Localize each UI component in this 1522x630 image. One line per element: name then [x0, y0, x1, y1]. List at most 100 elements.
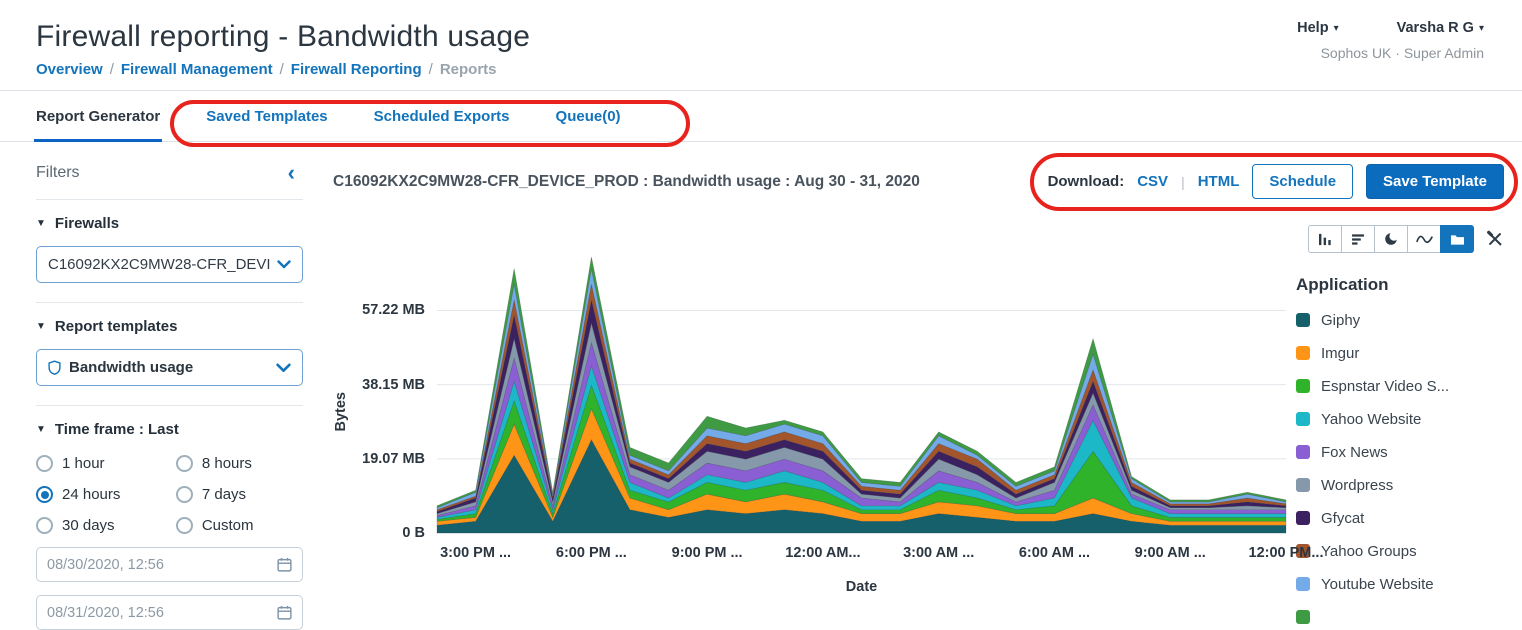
legend-label: Youtube Website	[1321, 575, 1434, 593]
filters-panel: Filters ‹ ▼ Firewalls C16092KX2C9MW28-CF…	[36, 142, 303, 630]
chart-plot-area[interactable]	[437, 253, 1286, 533]
column-chart-icon[interactable]	[1308, 225, 1342, 253]
pie-chart-icon[interactable]	[1374, 225, 1408, 253]
date-from-value: 08/30/2020, 12:56	[47, 556, 164, 573]
x-tick-label: 3:00 AM ...	[903, 545, 975, 561]
breadcrumb-firewall-management[interactable]: Firewall Management	[120, 61, 273, 78]
legend-label: Yahoo Groups	[1321, 542, 1417, 560]
report-header: C16092KX2C9MW28-CFR_DEVICE_PROD : Bandwi…	[333, 164, 1504, 199]
legend-item-yahoo-website[interactable]: Yahoo Website	[1296, 409, 1504, 429]
x-tick-label: 12:00 AM...	[785, 545, 861, 561]
radio-custom[interactable]: Custom	[175, 517, 303, 534]
tab-queue-0[interactable]: Queue(0)	[555, 107, 621, 125]
legend-label: Espnstar Video S...	[1321, 377, 1450, 395]
radio-30-days[interactable]: 30 days	[36, 517, 176, 534]
chart-section: Bytes 0 B 19.07 MB 38.15 MB 57.22 MB 3:00 P…	[333, 223, 1504, 630]
tab-scheduled-exports[interactable]: Scheduled Exports	[373, 107, 510, 125]
legend-swatch-icon	[1296, 346, 1310, 360]
tab-saved-templates[interactable]: Saved Templates	[206, 107, 328, 125]
firewalls-section-toggle[interactable]: ▼ Firewalls	[36, 215, 120, 232]
legend-item-gfycat[interactable]: Gfycat	[1296, 508, 1504, 528]
x-tick-label: 9:00 PM ...	[671, 545, 743, 561]
legend-swatch-icon	[1296, 445, 1310, 459]
radio-button-icon	[175, 455, 193, 472]
save-template-button[interactable]: Save Template	[1366, 164, 1504, 199]
download-html-link[interactable]: HTML	[1197, 173, 1240, 190]
chevron-down-icon: ▾	[1478, 23, 1484, 34]
title-block: Firewall reporting - Bandwidth usage Ove…	[36, 20, 530, 78]
account-info: Sophos UK · Super Admin	[1320, 45, 1484, 61]
x-tick-label: 12:00 PM...	[1248, 545, 1324, 561]
horizontal-bar-chart-icon[interactable]	[1341, 225, 1375, 253]
firewalls-select[interactable]: C16092KX2C9MW28-CFR_DEVI	[36, 246, 303, 283]
content: Filters ‹ ▼ Firewalls C16092KX2C9MW28-CF…	[0, 142, 1522, 630]
y-tick-label: 19.07 MB	[362, 450, 425, 467]
legend-swatch-icon	[1296, 610, 1310, 624]
collapse-panel-icon[interactable]: ‹	[287, 160, 295, 185]
radio-24-hours[interactable]: 24 hours	[36, 486, 176, 503]
date-to-value: 08/31/2020, 12:56	[47, 604, 164, 621]
y-tick-label: 57.22 MB	[362, 302, 425, 319]
area-series-espnstar-video-s	[437, 385, 1286, 521]
legend-item-espnstar-video-s[interactable]: Espnstar Video S...	[1296, 376, 1504, 396]
radio-label: 1 hour	[62, 455, 105, 472]
radio-8-hours[interactable]: 8 hours	[175, 455, 303, 472]
legend-item-yahoo-groups[interactable]: Yahoo Groups	[1296, 541, 1504, 561]
stacked-area-chart-icon[interactable]	[1440, 225, 1474, 253]
date-from-input[interactable]: 08/30/2020, 12:56	[36, 547, 303, 582]
chart-type-button-group	[1308, 225, 1474, 253]
radio-label: 30 days	[62, 517, 115, 534]
chevron-down-icon	[276, 363, 291, 372]
line-chart-icon[interactable]	[1407, 225, 1441, 253]
y-axis-title: Bytes	[333, 391, 349, 432]
download-csv-link[interactable]: CSV	[1137, 173, 1169, 190]
legend-label: Yahoo Website	[1321, 410, 1422, 428]
radio-7-days[interactable]: 7 days	[175, 486, 303, 503]
timeframe-options: 1 hour 8 hours 24 hours 7 days 30 days Custom	[36, 455, 303, 534]
legend: Giphy Imgur Espnstar Video S... Yahoo Websi…	[1296, 310, 1504, 627]
radio-label: 7 days	[201, 486, 247, 503]
breadcrumb: Overview / Firewall Management / Firewall Re…	[36, 61, 530, 78]
report-templates-section: ▼ Report templates Bandwidth usage	[36, 302, 303, 405]
legend-swatch-icon	[1296, 577, 1310, 591]
schedule-button[interactable]: Schedule	[1252, 164, 1354, 199]
legend-item-giphy[interactable]: Giphy	[1296, 310, 1504, 330]
breadcrumb-overview[interactable]: Overview	[36, 61, 103, 78]
legend-item-fox-news[interactable]: Fox News	[1296, 442, 1504, 462]
link-divider: |	[1181, 173, 1185, 190]
legend-item-youtube-website[interactable]: Youtube Website	[1296, 574, 1504, 594]
area-series-imgur	[437, 409, 1286, 526]
breadcrumb-separator: /	[428, 61, 433, 78]
user-name: Varsha R G	[1396, 20, 1474, 36]
breadcrumb-reports: Reports	[439, 61, 497, 78]
y-axis-ticks: 0 B 19.07 MB 38.15 MB 57.22 MB	[357, 253, 437, 541]
help-label: Help	[1297, 20, 1329, 36]
download-label: Download:	[1047, 173, 1125, 190]
filters-title: Filters	[36, 164, 80, 181]
legend-item-imgur[interactable]: Imgur	[1296, 343, 1504, 363]
legend-label: Fox News	[1321, 443, 1388, 461]
user-block: Help ▾ Varsha R G ▾ Sophos UK · Super Admi…	[1297, 20, 1484, 78]
breadcrumb-firewall-reporting[interactable]: Firewall Reporting	[290, 61, 422, 78]
date-to-input[interactable]: 08/31/2020, 12:56	[36, 595, 303, 630]
timeframe-section-toggle[interactable]: ▼ Time frame : Last	[36, 421, 179, 438]
legend-swatch-icon	[1296, 511, 1310, 525]
legend-item-unlabeled[interactable]	[1296, 607, 1504, 627]
customize-tools-icon[interactable]	[1486, 230, 1504, 248]
report-templates-section-toggle[interactable]: ▼ Report templates	[36, 318, 178, 335]
report-template-select[interactable]: Bandwidth usage	[36, 349, 303, 386]
tab-report-generator[interactable]: Report Generator	[33, 91, 163, 142]
radio-1-hour[interactable]: 1 hour	[36, 455, 176, 472]
main-panel: C16092KX2C9MW28-CFR_DEVICE_PROD : Bandwi…	[303, 142, 1522, 630]
legend-item-wordpress[interactable]: Wordpress	[1296, 475, 1504, 495]
radio-label: 8 hours	[201, 455, 252, 472]
legend-swatch-icon	[1296, 478, 1310, 492]
legend-label: Imgur	[1321, 344, 1360, 362]
user-menu[interactable]: Varsha R G ▾	[1397, 20, 1484, 36]
y-tick-label: 38.15 MB	[362, 376, 425, 393]
help-menu[interactable]: Help ▾	[1297, 20, 1338, 36]
radio-button-icon	[36, 455, 53, 472]
triangle-down-icon: ▼	[36, 424, 46, 435]
breadcrumb-separator: /	[279, 61, 284, 78]
